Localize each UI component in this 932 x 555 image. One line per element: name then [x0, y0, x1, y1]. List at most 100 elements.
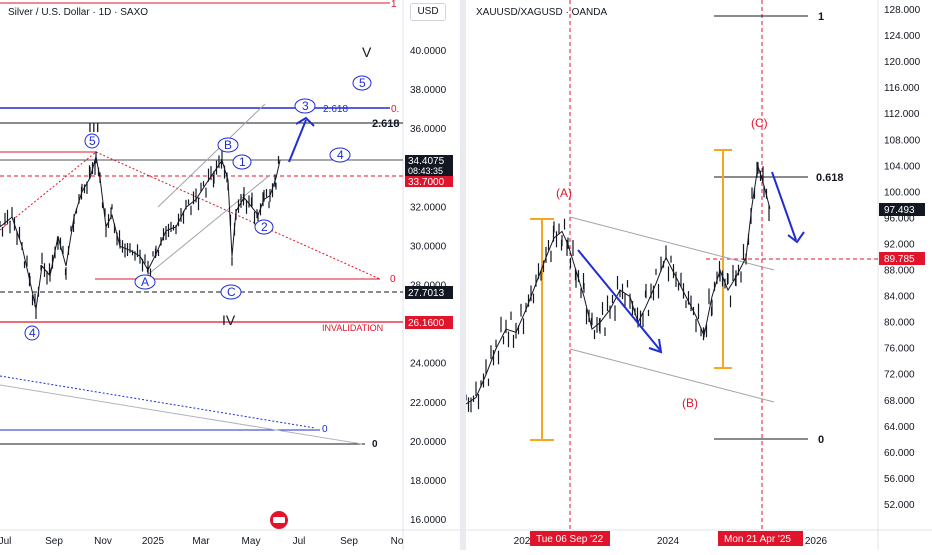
y-tick-label: 72.000 — [884, 370, 915, 381]
svg-text:08:43:35: 08:43:35 — [408, 166, 443, 176]
fib-0-lower-label: 0 — [390, 274, 396, 285]
y-tick-label: 112.000 — [884, 109, 920, 120]
y-tick-label: 52.000 — [884, 500, 915, 511]
fib-0-black-label: 0 — [372, 439, 378, 450]
panel-divider — [460, 0, 466, 550]
downtrend-arrow — [577, 249, 663, 354]
ratio-candles — [465, 161, 770, 413]
y-tick-label: 56.000 — [884, 474, 915, 485]
svg-text:Tue 06 Sep '22: Tue 06 Sep '22 — [536, 534, 604, 545]
svg-text:3: 3 — [302, 99, 309, 113]
x-tick-label: Nov — [94, 536, 112, 547]
svg-text:5: 5 — [359, 76, 366, 90]
svg-text:4: 4 — [337, 148, 344, 162]
svg-text:97.493: 97.493 — [884, 205, 915, 216]
price-badge-current: 97.493 — [879, 203, 925, 216]
usd-button[interactable]: USD — [410, 3, 446, 21]
y-tick-label: 22.0000 — [410, 398, 447, 409]
wave-label-a: (A) — [556, 186, 572, 200]
orange-measure-right — [714, 149, 732, 369]
wave-label-b: (B) — [682, 396, 698, 410]
wave-label-a-circle: A — [134, 274, 156, 290]
y-tick-label: 116.000 — [884, 83, 920, 94]
y-tick-label: 68.000 — [884, 396, 915, 407]
y-tick-label: 80.000 — [884, 318, 915, 329]
chart-title: Silver / U.S. Dollar · 1D · SAXO — [8, 7, 148, 18]
y-tick-label: 64.000 — [884, 422, 915, 433]
channel-lower-line — [144, 174, 271, 278]
fib-1-label: 1 — [818, 11, 824, 23]
svg-text:2: 2 — [261, 220, 268, 234]
ratio-chart-panel[interactable]: (A) (B) (C) 1 0.618 0 XAUUSD/XAGUSD · OA… — [413, 0, 932, 550]
x-tick-label: 2026 — [805, 536, 828, 547]
wave-label-5b-circle: 5 — [352, 75, 372, 91]
svg-text:Mon 21 Apr '25: Mon 21 Apr '25 — [724, 534, 791, 545]
x-tick-label: Sep — [45, 536, 63, 547]
svg-text:5: 5 — [89, 134, 96, 148]
y-tick-label: 60.000 — [884, 448, 915, 459]
x-tick-label: 2025 — [142, 536, 165, 547]
svg-text:33.7000: 33.7000 — [408, 177, 445, 188]
price-axis-ticks: 128.000 124.000 120.000 116.000 112.000 108.0… — [884, 5, 921, 511]
y-tick-label: 40.0000 — [410, 46, 447, 57]
silver-price-path — [0, 156, 281, 310]
y-tick-label: 38.0000 — [410, 85, 447, 96]
projection-arrow-down — [771, 171, 805, 244]
wave-label-4b-circle: 4 — [329, 147, 351, 163]
x-tick-label: Sep — [340, 536, 358, 547]
wave-label-iii: III — [88, 119, 100, 135]
y-tick-label: 108.000 — [884, 135, 921, 146]
wave-label-3-circle: 3 — [294, 98, 316, 114]
projection-arrowhead — [295, 116, 315, 127]
y-tick-label: 30.0000 — [410, 241, 447, 252]
ratio-chart-svg[interactable]: (A) (B) (C) 1 0.618 0 XAUUSD/XAGUSD · OA… — [413, 0, 932, 550]
y-tick-label: 84.000 — [884, 292, 915, 303]
y-tick-label: 20.0000 — [410, 437, 447, 448]
svg-text:89.785: 89.785 — [884, 254, 915, 265]
y-tick-label: 24.0000 — [410, 359, 447, 370]
svg-text:4: 4 — [29, 326, 36, 340]
price-badge-wave-iv: 27.7013 — [405, 286, 453, 299]
fib-1-label: 1 — [391, 0, 397, 10]
time-axis-ticks: 202 2024 2026 — [514, 536, 828, 547]
x-tick-label: 202 — [514, 536, 531, 547]
wave-label-1-circle: 1 — [232, 154, 252, 170]
price-badge-invalidation: 26.1600 — [405, 316, 453, 329]
wave-label-iv: IV — [222, 312, 236, 328]
fib-2618-black-label: 2.618 — [372, 118, 400, 130]
grey-diagonal — [0, 384, 363, 445]
wave-label-c: (C) — [751, 116, 768, 130]
date-badge-apr25: Mon 21 Apr '25 — [718, 531, 803, 546]
fib-0618-label: 0.618 — [816, 172, 844, 184]
y-tick-label: 36.0000 — [410, 124, 447, 135]
y-tick-label: 104.000 — [884, 161, 921, 172]
price-badge-red: 89.785 — [879, 252, 925, 265]
y-tick-label: 128.000 — [884, 5, 921, 16]
red-dotted-rise — [0, 151, 97, 231]
silver-chart-panel[interactable]: III IV V 5 4 B A C 1 2 3 4 5 2.618 0. 2.… — [0, 0, 460, 550]
x-tick-label: Mar — [192, 536, 210, 547]
y-tick-label: 124.000 — [884, 31, 921, 42]
x-tick-label: No — [391, 536, 404, 547]
fib-0-blue-label: 0 — [322, 424, 328, 435]
y-tick-label: 88.000 — [884, 266, 915, 277]
x-tick-label: May — [242, 536, 261, 547]
y-tick-label: 120.000 — [884, 57, 921, 68]
y-tick-label: 32.0000 — [410, 202, 447, 213]
fib-0-label: 0 — [818, 434, 824, 446]
wave-label-2-circle: 2 — [254, 219, 274, 235]
wave-label-v: V — [362, 44, 372, 60]
red-dotted-fall — [95, 151, 381, 280]
channel-upper-line — [157, 103, 266, 208]
orange-measure-left — [530, 218, 554, 441]
ratio-price-path — [465, 166, 771, 405]
svg-text:34.4075: 34.4075 — [408, 156, 445, 167]
svg-text:B: B — [224, 138, 232, 152]
blue-dotted-diagonal — [0, 375, 316, 429]
x-tick-label: 2024 — [657, 536, 680, 547]
tradingview-logo — [270, 511, 288, 529]
silver-chart-svg[interactable]: III IV V 5 4 B A C 1 2 3 4 5 2.618 0. 2.… — [0, 0, 460, 550]
channel-upper — [569, 216, 775, 271]
svg-text:27.7013: 27.7013 — [408, 288, 445, 299]
time-axis-ticks: Jul Sep Nov 2025 Mar May Jul Sep No — [0, 536, 404, 547]
